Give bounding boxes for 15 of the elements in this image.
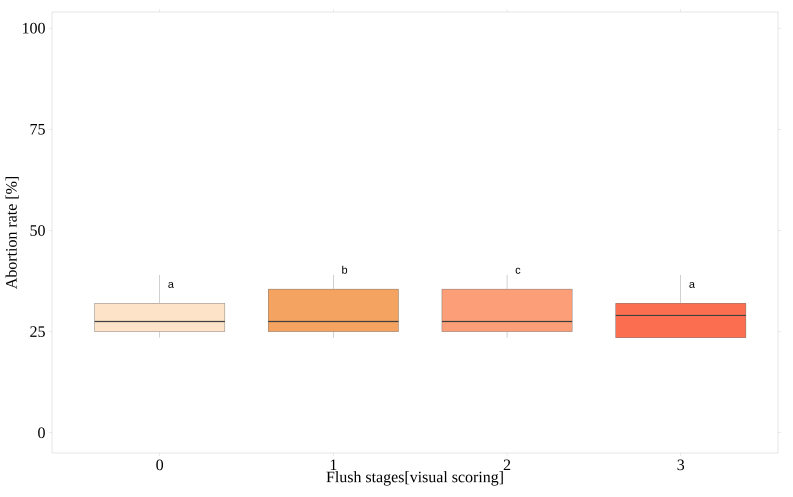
x-tick-label: 2 bbox=[504, 460, 510, 470]
annotation: c bbox=[516, 268, 520, 274]
y-axis-title: Abortion rate [%] bbox=[6, 177, 19, 289]
y-tick-label: 100 bbox=[22, 22, 45, 34]
x-axis-title: Flush stages[visual scoring] bbox=[326, 471, 503, 486]
x-tick-label: 0 bbox=[156, 460, 164, 470]
x-tick-label: 1 bbox=[330, 460, 336, 470]
annotation: a bbox=[689, 282, 695, 288]
y-tick-label: 25 bbox=[30, 326, 45, 337]
annotation: a bbox=[168, 282, 174, 288]
y-tick-label: 0 bbox=[38, 427, 45, 438]
x-tick-label: 3 bbox=[678, 460, 684, 470]
y-tick-label: 75 bbox=[30, 124, 45, 135]
y-tick-label: 50 bbox=[30, 225, 45, 236]
annotation: b bbox=[342, 266, 348, 274]
